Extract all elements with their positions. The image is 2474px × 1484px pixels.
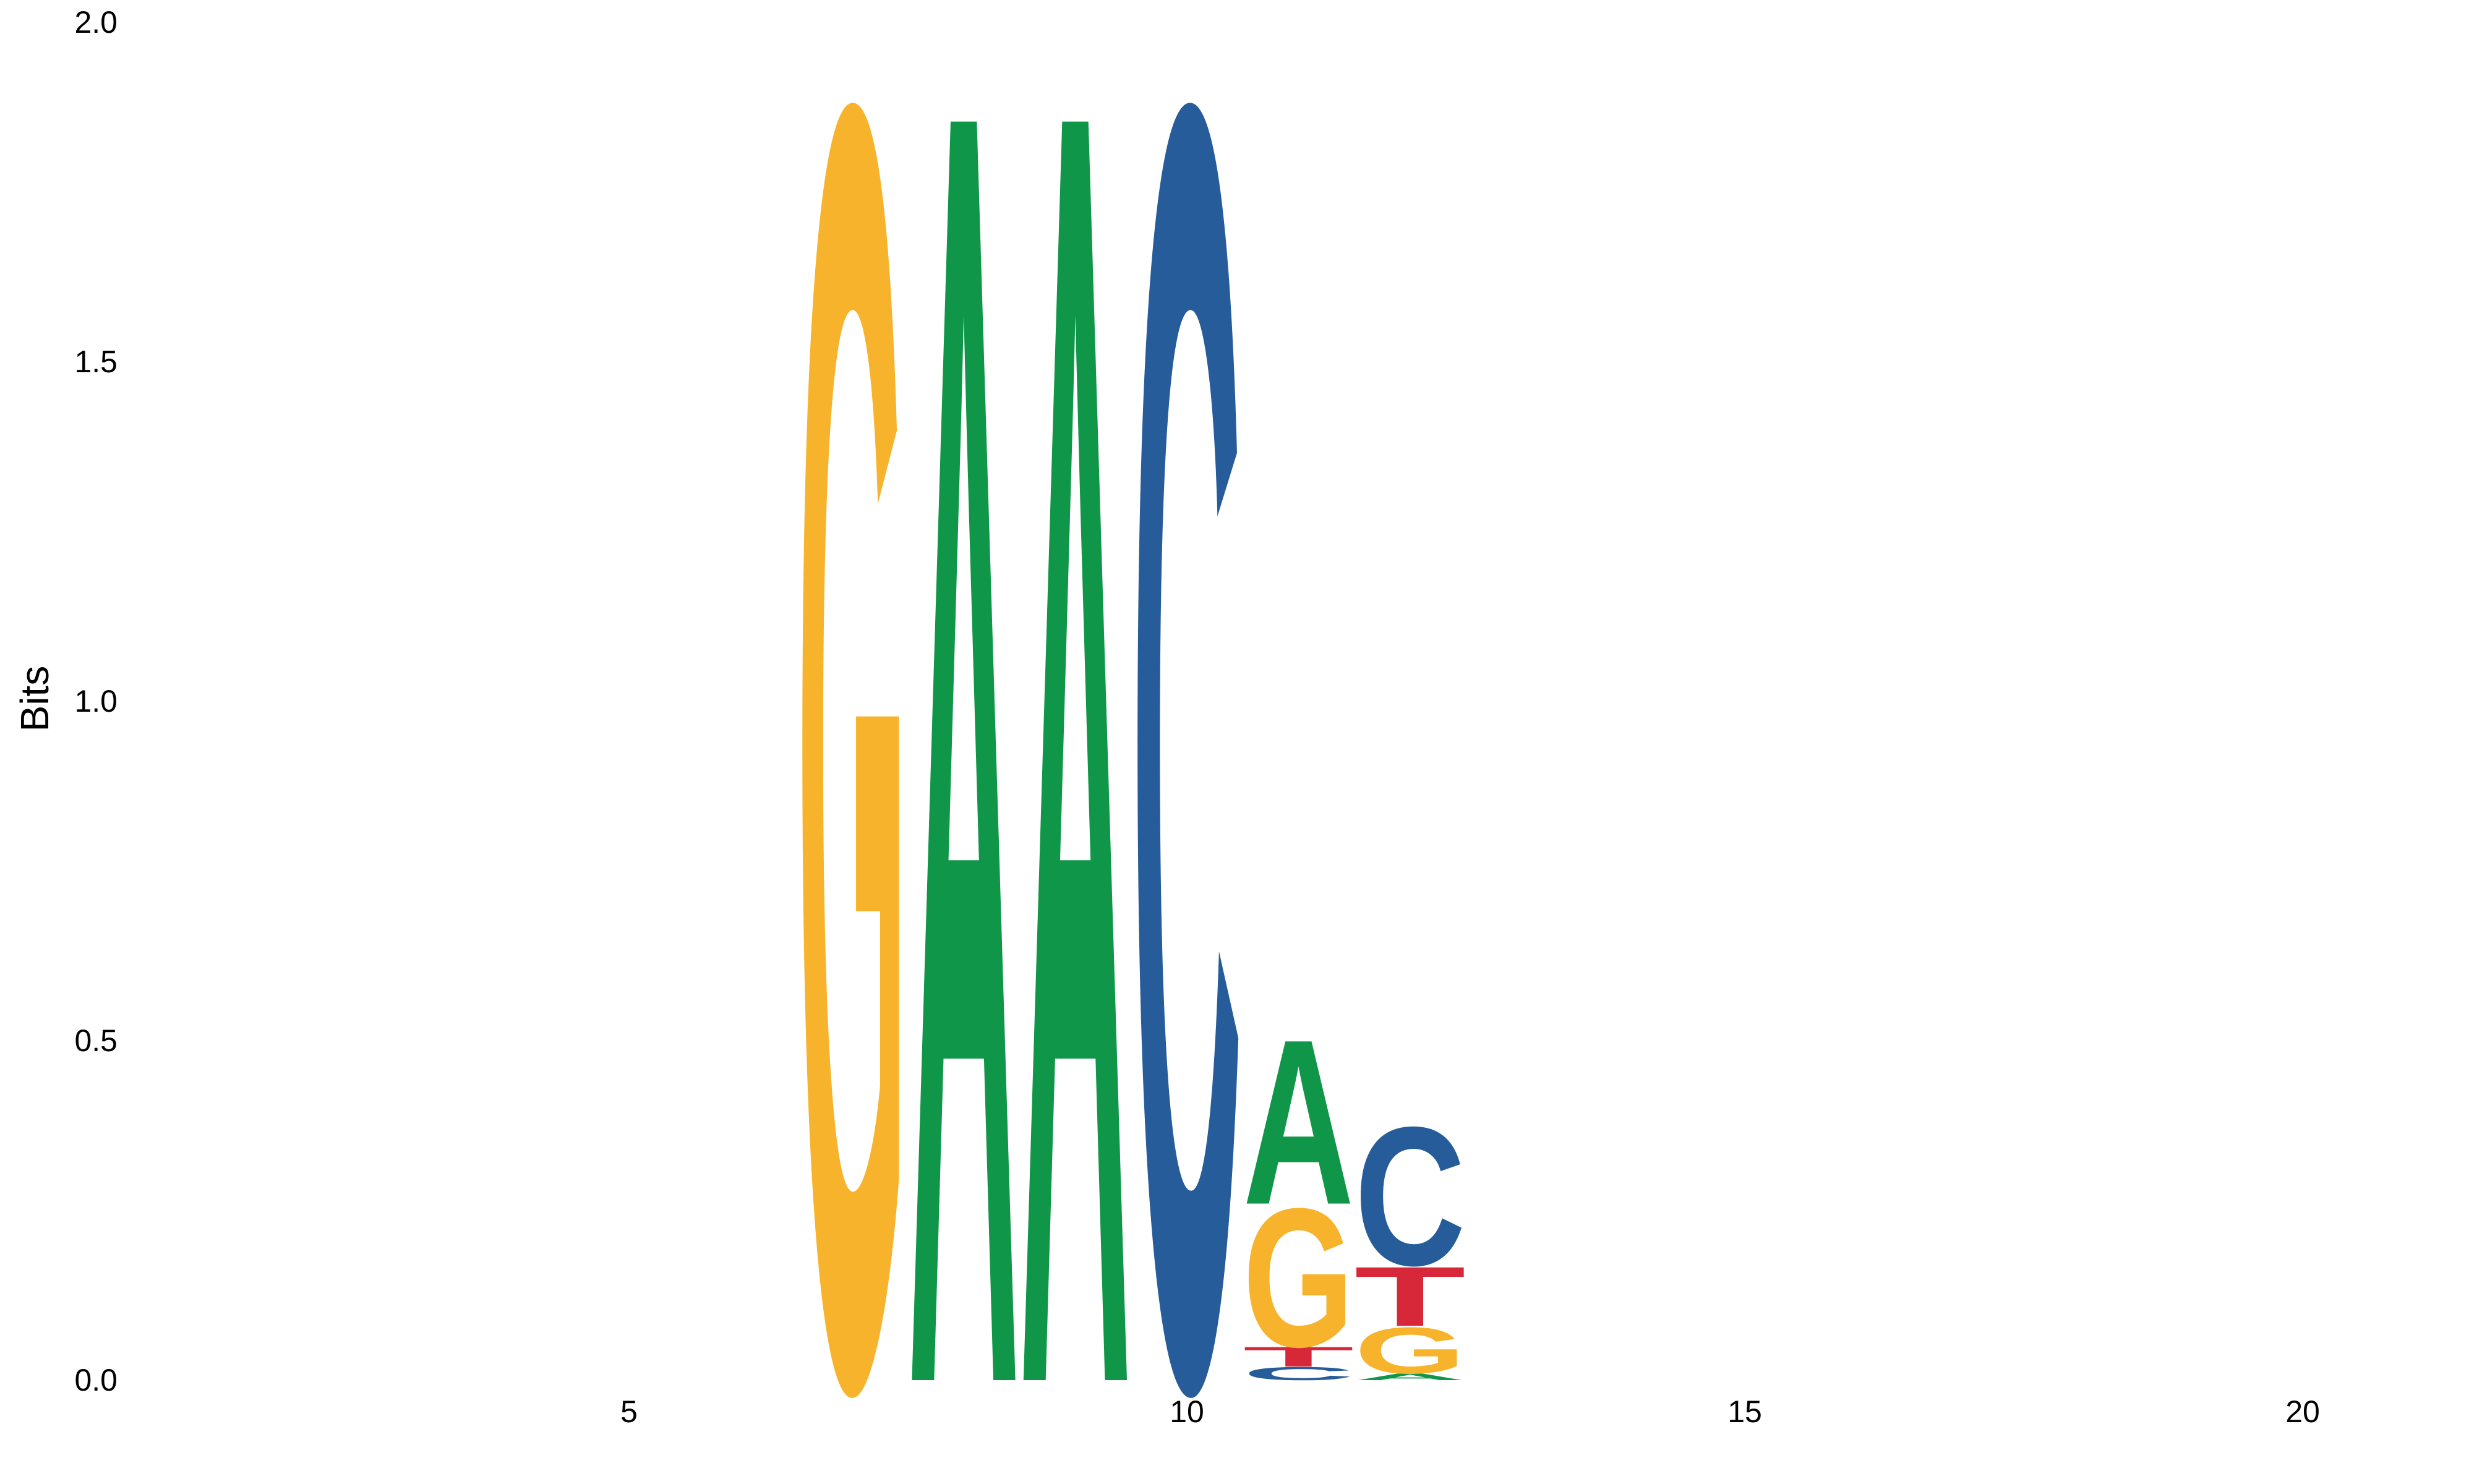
x-axis: 5 10 15 20 [620,1394,2320,1429]
y-tick-label: 0.5 [74,1023,118,1058]
logo-letter-g: G [1243,1167,1354,1389]
y-axis: 0.0 0.5 1.0 1.5 2.0 [74,5,118,1397]
logo-letter-g: G [797,0,908,1484]
logo-letter-a: A [1020,0,1131,1484]
y-axis-title: Bits [12,666,57,732]
x-tick-label: 15 [1727,1394,1762,1429]
logo-letter-g: G [1355,1314,1466,1388]
y-tick-label: 0.0 [74,1363,118,1397]
y-tick-label: 1.0 [74,684,118,719]
y-tick-label: 1.5 [74,344,118,379]
logo-letter-a: A [1243,991,1354,1254]
x-tick-label: 5 [620,1394,638,1429]
y-tick-label: 2.0 [74,5,118,40]
logo-letter-c: C [1131,0,1243,1484]
logo-letter-a: A [908,0,1019,1484]
x-tick-label: 20 [2285,1394,2320,1429]
logo-letter-t: T [1243,1341,1354,1373]
logo-letter-c: C [1355,1085,1466,1307]
x-tick-label: 10 [1170,1394,1204,1429]
logo-letter-a: A [1355,1371,1466,1382]
logo-letter-t: T [1355,1249,1466,1344]
logo-letter-c: C [1243,1363,1354,1384]
